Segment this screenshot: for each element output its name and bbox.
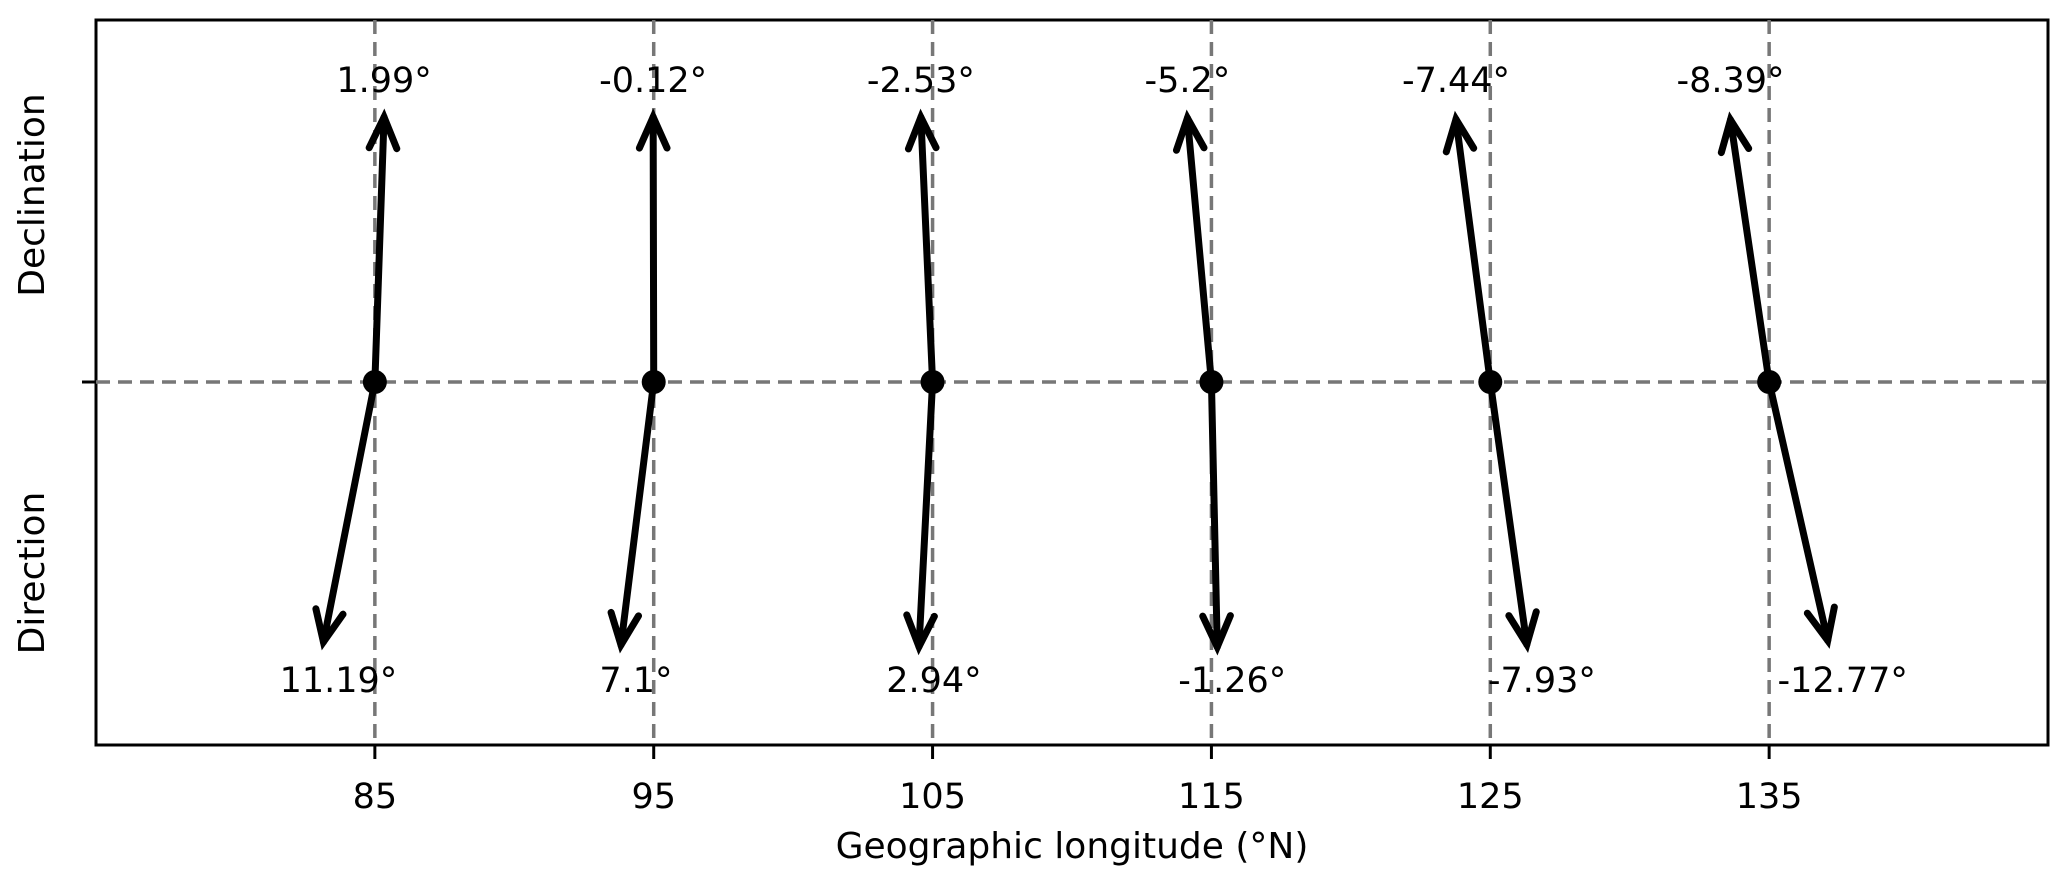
data-point	[1478, 370, 1503, 394]
x-tick-label: 105	[899, 777, 966, 817]
direction-arrow	[312, 378, 379, 651]
data-point	[1199, 370, 1224, 394]
x-tick-label: 95	[631, 777, 676, 817]
direction-label: -7.93°	[1488, 661, 1596, 701]
declination-label: 1.99°	[336, 61, 431, 101]
y-axis-label-direction: Direction	[12, 492, 53, 655]
x-axis-label: Geographic longitude (°N)	[836, 826, 1309, 867]
declination-label: -7.44°	[1402, 61, 1510, 101]
direction-label: 7.1°	[599, 661, 672, 701]
declination-label: -5.2°	[1145, 61, 1231, 101]
declination-arrow	[1717, 111, 1773, 386]
x-tick-label: 85	[353, 777, 398, 817]
declination-label: -2.53°	[867, 61, 975, 101]
direction-label: -1.26°	[1178, 661, 1286, 701]
direction-label: 11.19°	[280, 661, 398, 701]
direction-arrow	[1765, 378, 1838, 649]
data-point	[920, 370, 945, 394]
y-axis-label-declination: Declination	[12, 93, 53, 297]
data-point	[1757, 370, 1782, 394]
declination-arrow	[1172, 109, 1215, 386]
declination-arrow	[635, 108, 671, 386]
direction-arrow	[903, 378, 938, 656]
data-point	[362, 370, 387, 394]
direction-label: 2.94°	[886, 661, 981, 701]
direction-arrow	[607, 378, 658, 654]
x-tick-label: 125	[1457, 777, 1524, 817]
direction-arrow	[1486, 378, 1540, 653]
data-point	[641, 370, 666, 394]
declination-label: -0.12°	[599, 61, 707, 101]
direction-label: -12.77°	[1778, 661, 1908, 701]
x-tick-label: 115	[1178, 777, 1245, 817]
direction-arrow	[1199, 378, 1234, 656]
x-tick-label: 135	[1736, 777, 1803, 817]
declination-arrow	[1442, 110, 1494, 386]
x-axis-ticks: 85 95 105 115 125 135	[353, 745, 1803, 817]
declination-arrow	[904, 108, 940, 386]
declination-arrow	[365, 108, 401, 386]
data-marks: 1.99° 11.19° -0.12° 7.1° -2.53° 2.94° -5.2° -1.…	[280, 61, 1908, 701]
declination-label: -8.39°	[1676, 61, 1784, 101]
